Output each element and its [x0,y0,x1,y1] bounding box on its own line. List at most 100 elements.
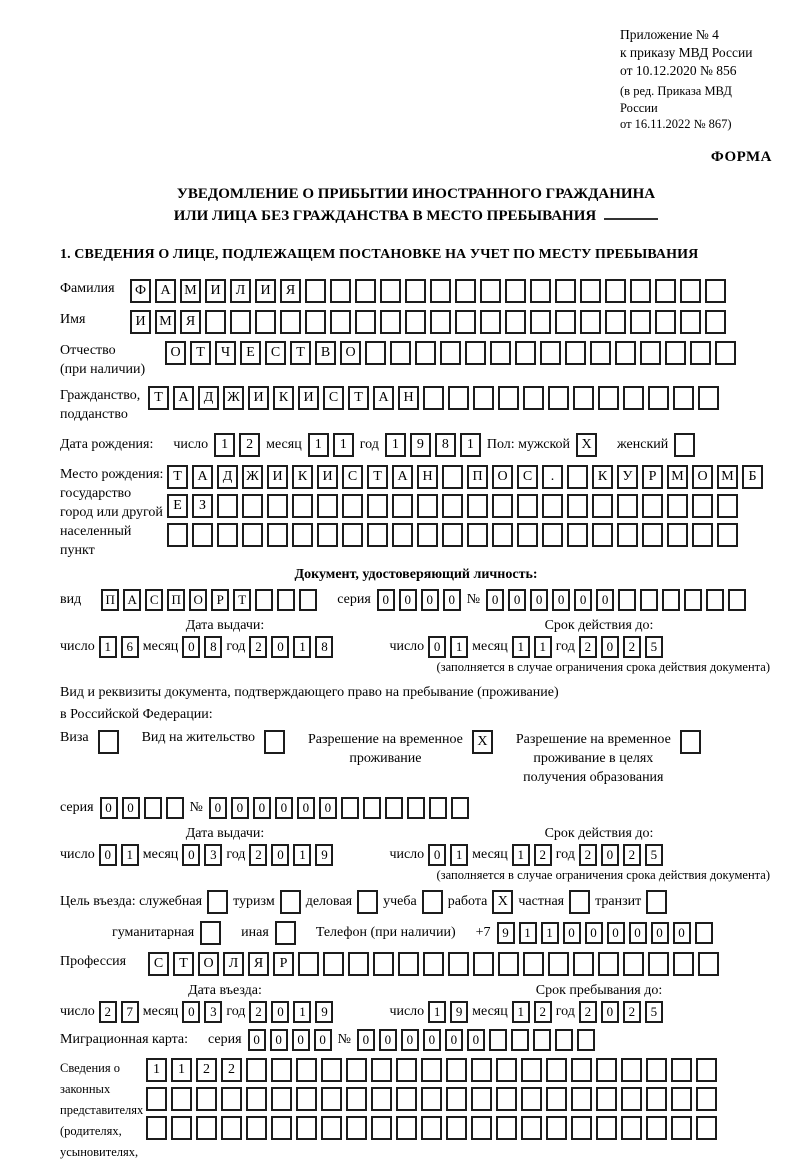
form-cell [373,951,394,976]
form-cell: 2 [578,843,597,866]
revision-line: от 16.11.2022 № 867) [620,117,732,132]
form-cell: Л [230,279,251,304]
form-cell [646,1057,667,1082]
form-cell: 9 [450,1000,469,1023]
sex-female-label: женский [617,437,669,453]
form-cell: 2 [533,843,552,866]
form-cell: 0 [466,1028,485,1051]
form-cell: 1 [307,433,329,458]
form-cell: 0 [271,636,290,659]
form-cell: 1 [293,636,312,659]
form-cell [450,796,469,819]
form-cell: А [173,386,194,411]
form-cell [430,310,451,335]
temp-residence-label: Разрешение на временное проживание [307,731,463,766]
form-cell [321,1115,342,1140]
form-cell [346,1115,367,1140]
form-cell: 0 [444,1028,463,1051]
purpose-transit-checkbox [646,889,668,914]
form-cell [423,386,444,411]
form-cell [455,310,476,335]
number-sign: № [337,1031,351,1047]
form-cell [192,523,213,548]
valid-until-header: Срок действия до: [544,618,654,634]
form-cell [255,310,276,335]
form-cell: М [667,465,688,490]
entry-date-header: Дата въезда: [188,982,262,998]
form-cell [467,523,488,548]
form-cell [446,1057,467,1082]
form-cell: С [265,341,286,366]
form-cell: О [692,465,713,490]
form-cell [305,279,326,304]
form-cell: И [317,465,338,490]
form-cell [555,279,576,304]
form-cell: 0 [398,589,417,612]
form-cell [480,279,501,304]
form-cell: Д [198,386,219,411]
field-birthplace: Место рождения: государство город или др… [60,465,772,560]
form-cell [698,951,719,976]
purpose-business-label: деловая [305,893,353,909]
form-cell [246,1115,267,1140]
form-cell: Д [217,465,238,490]
form-cell: 3 [204,1000,223,1023]
issue-date-header: Дата выдачи: [185,825,265,841]
form-cell [279,889,301,914]
form-cell [421,1057,442,1082]
form-cell [442,494,463,519]
identity-doc-heading: Документ, удостоверяющий личность: [294,567,538,583]
form-cell: 9 [315,1000,334,1023]
purpose-private-checkbox [569,889,591,914]
form-cell: 0 [356,1028,375,1051]
form-cell [221,1086,242,1111]
form-cell: 1 [293,1000,312,1023]
form-cell [680,310,701,335]
form-cell: 0 [99,796,118,819]
form-cell [277,589,296,612]
year-label: год [555,639,575,655]
form-cell [728,589,747,612]
form-cell: 2 [196,1057,217,1082]
form-cell [465,341,486,366]
profession-label: Профессия [60,953,127,969]
temp-residence-edu-checkbox [679,729,701,754]
form-cell [642,494,663,519]
month-label: месяц [142,846,179,862]
purpose-work-checkbox: X [492,889,514,914]
form-cell [405,310,426,335]
form-cell [321,1057,342,1082]
form-cell [390,341,411,366]
form-cell [246,1086,267,1111]
form-cell [498,386,519,411]
form-cell [667,523,688,548]
phone-prefix: +7 [475,924,491,940]
form-cell: 8 [434,433,456,458]
form-cell [398,951,419,976]
field-purpose-extra-phone: гуманитарная иная Телефон (при наличии) … [112,920,772,945]
form-cell [296,1115,317,1140]
form-cell: Т [167,465,188,490]
form-cell [415,341,436,366]
form-cell [271,1115,292,1140]
form-cell [365,341,386,366]
residence-doc-options: Виза Вид на жительство Разрешение на вре… [60,729,772,787]
stay-until-header: Срок пребывания до: [535,982,663,998]
form-cell [646,1115,667,1140]
form-cell [496,1115,517,1140]
month-label: месяц [266,437,302,453]
year-label: год [359,437,379,453]
visa-label: Виза [60,729,89,745]
form-cell [430,279,451,304]
form-cell [346,1086,367,1111]
